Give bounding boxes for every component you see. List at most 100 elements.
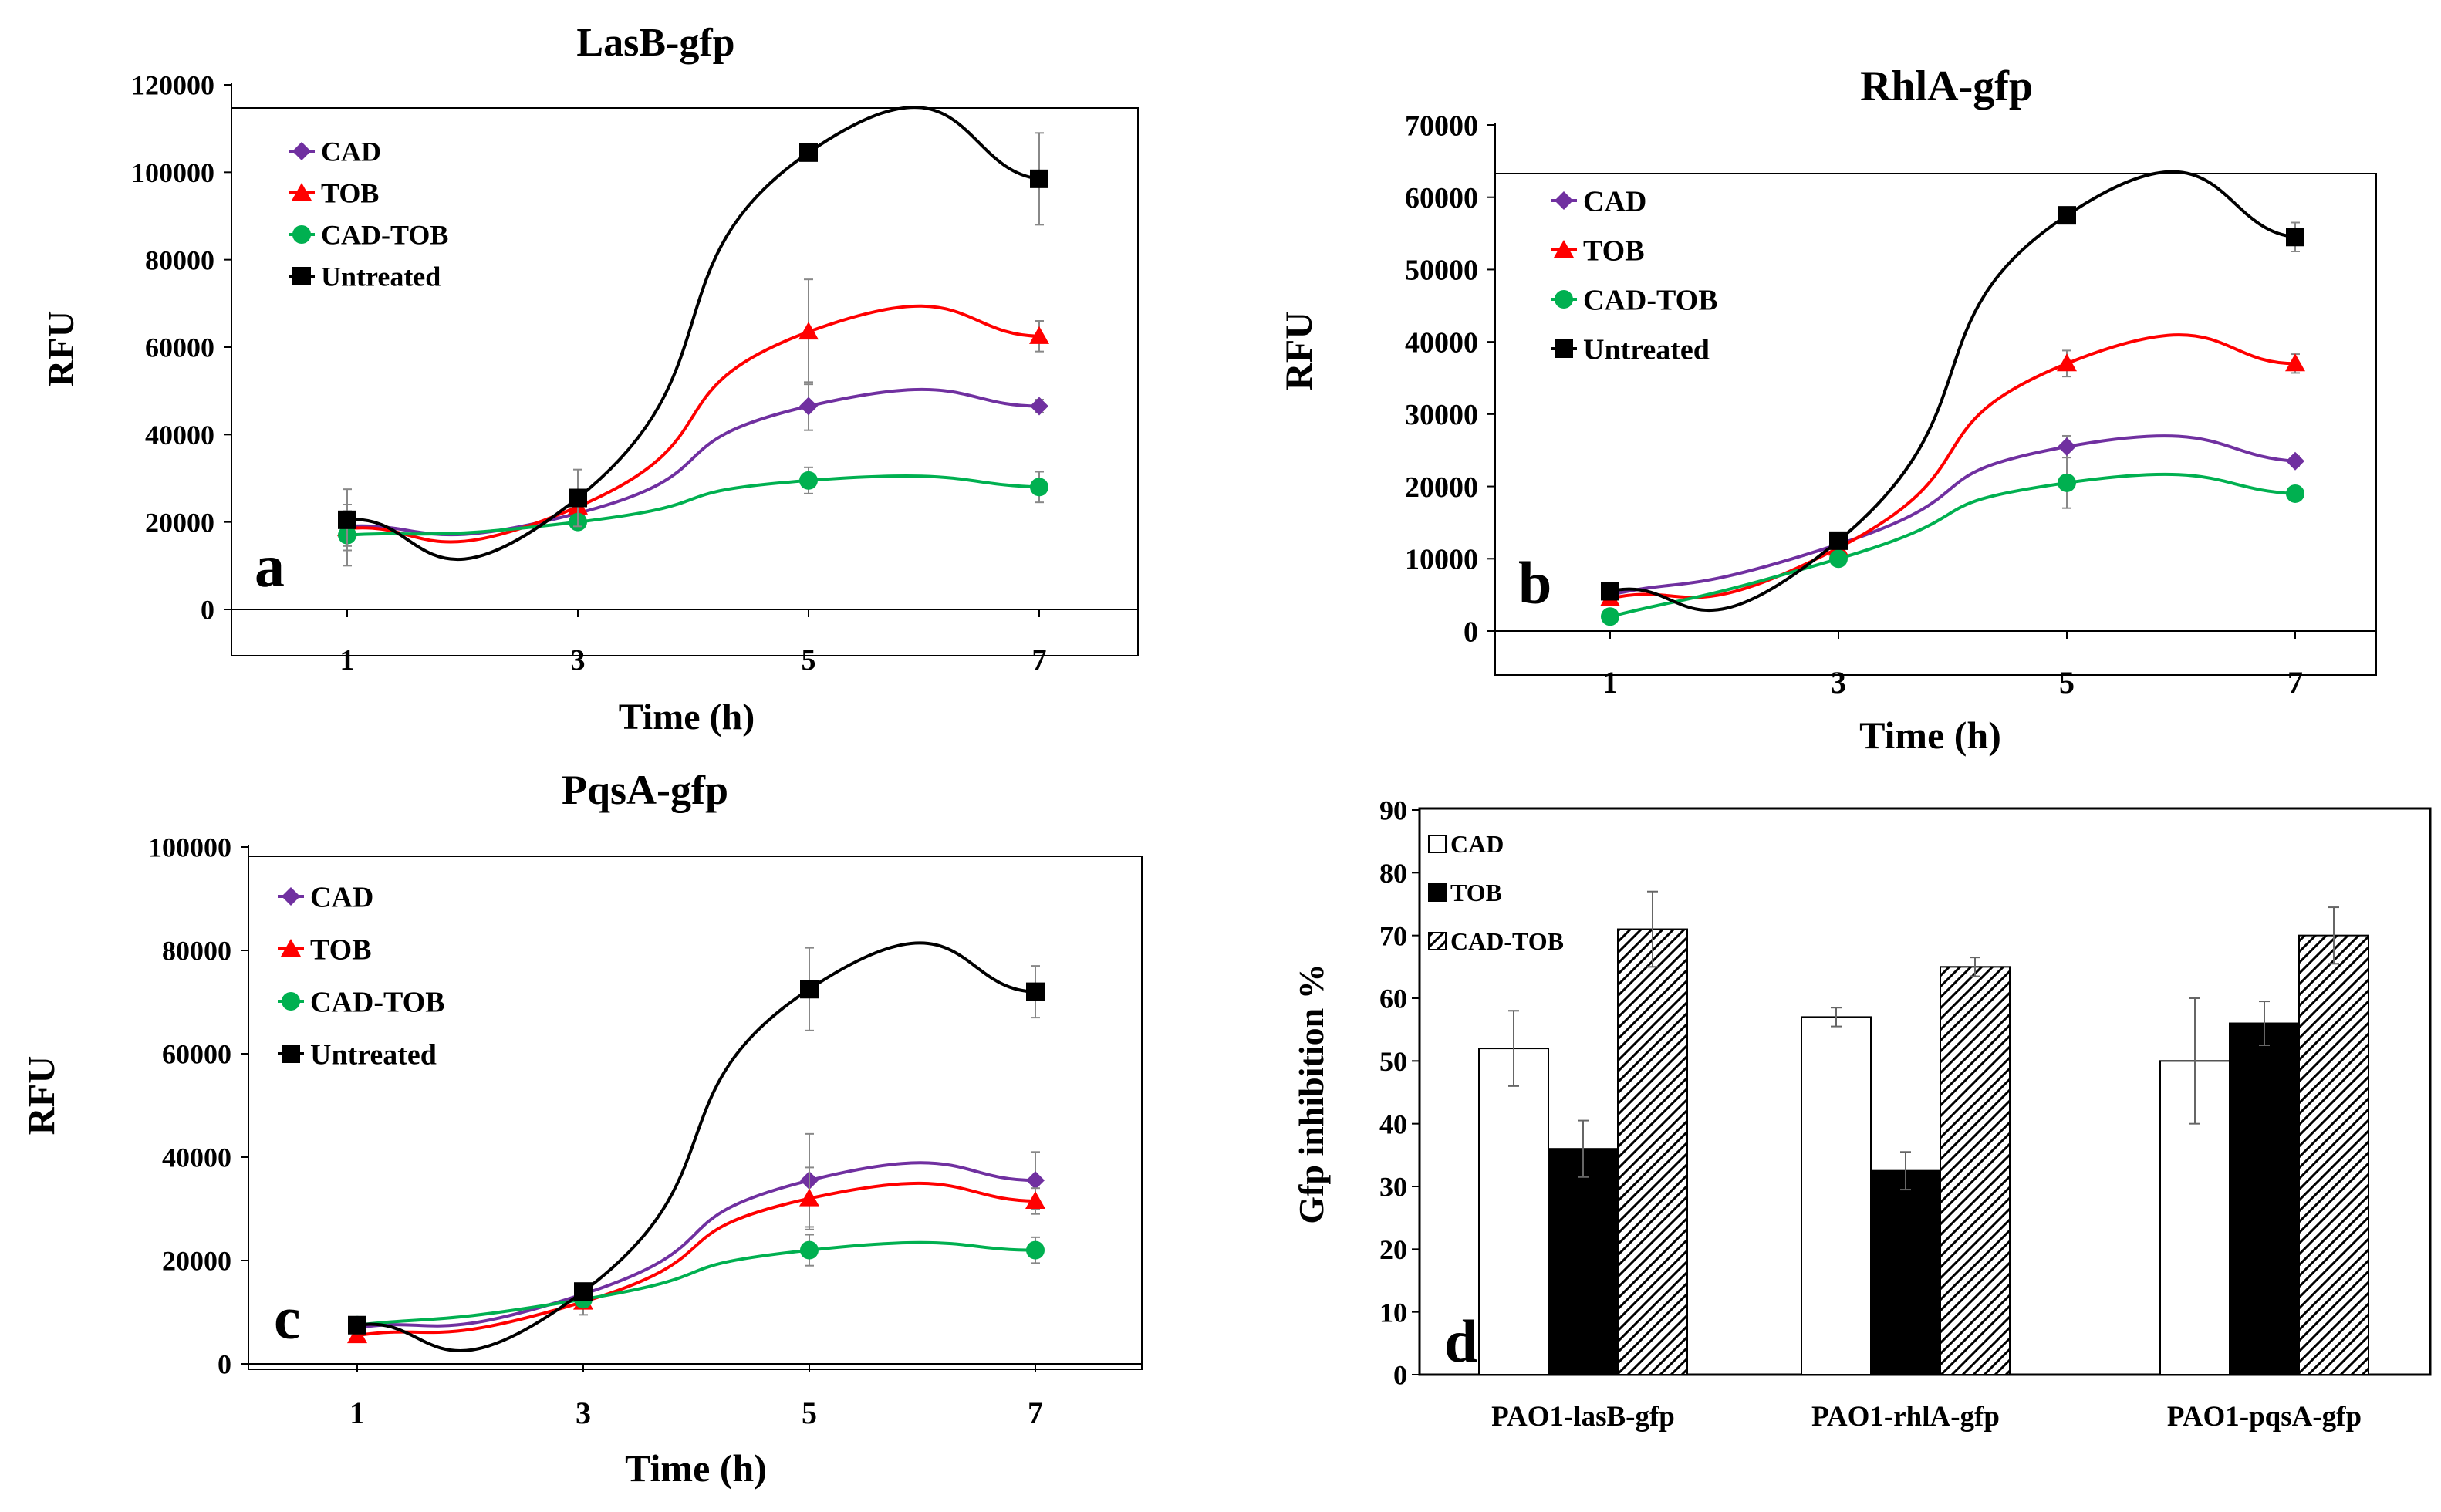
panel-a-y-tick-label: 60000 bbox=[145, 332, 214, 363]
panel-b-legend-tob-label: TOB bbox=[1583, 235, 1645, 267]
panel-d-legend-tob-swatch bbox=[1428, 883, 1447, 902]
panel-b-legend-cad-tob-label: CAD-TOB bbox=[1583, 284, 1718, 316]
panel-d-series-tob-bar bbox=[1870, 1169, 1941, 1375]
panel-b-y-tick-label: 10000 bbox=[1405, 544, 1478, 576]
panel-d-series-cad-tob-bar bbox=[1940, 966, 2011, 1376]
panel-b-x-tick-label: 3 bbox=[1831, 665, 1846, 700]
panel-a-x-tick-label: 5 bbox=[802, 644, 816, 677]
panel-c-series-tob-point bbox=[1025, 1190, 1045, 1209]
panel-c-series-cad-tob-point bbox=[800, 1240, 819, 1260]
panel-a-y-tick-label: 80000 bbox=[145, 245, 214, 275]
panel-a-y-tick-label: 0 bbox=[201, 595, 214, 626]
panel-c-series-untreated-point bbox=[800, 980, 819, 999]
panel-c-series-cad-tob-line bbox=[356, 1240, 1036, 1327]
panel-b-legend-tob-marker bbox=[1554, 240, 1574, 258]
panel-b-x-tick-label: 1 bbox=[1602, 665, 1618, 700]
panel-a-series-untreated-point bbox=[799, 143, 818, 162]
panel-d-category-label: PAO1-rhlA-gfp bbox=[1811, 1401, 2000, 1433]
panel-b-series-cad-tob-point bbox=[1601, 607, 1619, 626]
panel-a-y-tick-label: 20000 bbox=[145, 507, 214, 538]
panel-d-inhibition-chart: 0 10 20 30 40 50 60 70 80 90 PAO1-lasB-gfp PAO1-rhl… bbox=[1291, 795, 2432, 1433]
panel-d-y-tick-label: 10 bbox=[1379, 1297, 1407, 1328]
panel-a-series-cad-tob-line bbox=[346, 474, 1040, 537]
panel-d-y-tick-label: 90 bbox=[1379, 795, 1407, 826]
panel-b-y-tick-label: 70000 bbox=[1405, 110, 1478, 142]
panel-a-legend-cad-label: CAD bbox=[321, 137, 381, 167]
panel-c-series-cad-tob-point bbox=[1026, 1240, 1045, 1260]
panel-b-y-tick-label: 0 bbox=[1464, 616, 1478, 648]
panel-a-y-tick-label: 100000 bbox=[131, 157, 214, 188]
panel-c-y-axis-label: RFU bbox=[19, 1056, 62, 1136]
panel-b-y-tick-label: 60000 bbox=[1405, 182, 1478, 214]
panel-a-legend-tob-marker bbox=[292, 183, 312, 201]
panel-a-x-tick-label: 7 bbox=[1032, 644, 1047, 677]
panel-b-legend-untreated-label: Untreated bbox=[1583, 333, 1710, 366]
panel-d-series-cad-bar bbox=[1801, 1016, 1872, 1376]
panel-c-series-tob-point bbox=[799, 1188, 819, 1207]
panel-a-legend-cad-tob-label: CAD-TOB bbox=[321, 220, 448, 251]
panel-c-pqsa-chart: 0 20000 40000 60000 80000 100000 1 3 5 7 PqsA-gfp T… bbox=[19, 767, 1143, 1490]
panel-d-legend-tob-label: TOB bbox=[1450, 879, 1502, 906]
panel-c-legend-untreated-label: Untreated bbox=[310, 1038, 437, 1071]
panel-c-y-tick-label: 40000 bbox=[162, 1142, 231, 1173]
panel-c-panel-letter: c bbox=[274, 1284, 301, 1352]
panel-c-x-tick-label: 5 bbox=[802, 1396, 817, 1430]
panel-b-series-tob-line bbox=[1609, 333, 2296, 600]
panel-b-legend-cad-tob-marker bbox=[1555, 290, 1573, 309]
panel-c-x-tick-label: 3 bbox=[576, 1396, 591, 1430]
panel-a-series-tob-point bbox=[1029, 326, 1049, 344]
panel-d-y-tick-label: 40 bbox=[1379, 1109, 1407, 1139]
panel-c-series-tob-line bbox=[356, 1181, 1036, 1338]
panel-b-x-tick-label: 7 bbox=[2287, 665, 2303, 700]
panel-c-series-untreated-point bbox=[348, 1315, 366, 1335]
panel-b-series-untreated-point bbox=[1829, 531, 1848, 550]
panel-a-series-untreated-point bbox=[569, 488, 587, 508]
panel-d-y-tick-label: 0 bbox=[1393, 1360, 1407, 1391]
panel-b-series-untreated-point bbox=[1601, 582, 1619, 601]
panel-c-y-tick-label: 60000 bbox=[162, 1039, 231, 1070]
panel-c-title: PqsA-gfp bbox=[562, 767, 728, 813]
panel-a-legend-untreated-label: Untreated bbox=[321, 262, 441, 292]
panel-b-series-tob-point bbox=[2285, 353, 2305, 372]
panel-d-legend-cad-tob-label: CAD-TOB bbox=[1450, 927, 1564, 955]
panel-d-category-label: PAO1-lasB-gfp bbox=[1491, 1401, 1675, 1433]
panel-b-series-cad-point bbox=[2058, 437, 2076, 457]
panel-b-series-cad-point bbox=[2286, 451, 2304, 471]
panel-a-y-tick-label: 120000 bbox=[131, 70, 214, 101]
panel-b-legend-cad-label: CAD bbox=[1583, 185, 1646, 218]
panel-c-x-axis-label: Time (h) bbox=[625, 1446, 767, 1490]
panel-d-legend-cad-swatch bbox=[1428, 835, 1447, 853]
panel-b-series-untreated-point bbox=[2286, 228, 2304, 247]
panel-a-x-tick-label: 1 bbox=[340, 644, 355, 677]
panel-d-series-tob-bar bbox=[1548, 1148, 1619, 1375]
panel-b-series-untreated-line bbox=[1609, 170, 2296, 612]
panel-b-y-tick-label: 30000 bbox=[1405, 399, 1478, 431]
panel-a-series-untreated-point bbox=[1030, 169, 1048, 188]
panel-b-legend-cad-marker bbox=[1555, 191, 1573, 210]
panel-c-series-cad-line bbox=[356, 1161, 1036, 1330]
panel-b-series-cad-tob-point bbox=[2286, 484, 2304, 503]
panel-b-series-cad-tob-point bbox=[2058, 473, 2076, 492]
panel-d-y-tick-label: 50 bbox=[1379, 1046, 1407, 1077]
panel-c-x-tick-label: 7 bbox=[1028, 1396, 1043, 1430]
panel-b-y-tick-label: 20000 bbox=[1405, 471, 1478, 504]
panel-c-plot-area bbox=[248, 856, 1143, 1370]
panel-c-series-untreated-line bbox=[356, 941, 1036, 1353]
panel-d-legend-cad-tob-swatch bbox=[1428, 932, 1447, 950]
panel-c-legend-cad-marker bbox=[282, 887, 300, 906]
panel-b-title: RhlA-gfp bbox=[1860, 62, 2033, 110]
panel-a-x-tick-label: 3 bbox=[571, 644, 586, 677]
panel-a-series-tob-point bbox=[798, 322, 819, 340]
panel-b-y-tick-label: 50000 bbox=[1405, 255, 1478, 287]
panel-b-series-cad-tob-line bbox=[1609, 472, 2296, 619]
panel-d-y-tick-label: 60 bbox=[1379, 984, 1407, 1014]
panel-c-legend-tob-marker bbox=[281, 939, 301, 957]
panel-d-series-cad-tob-bar bbox=[2298, 934, 2369, 1375]
panel-b-panel-letter: b bbox=[1518, 549, 1551, 616]
panel-a-series-untreated-point bbox=[338, 510, 356, 529]
panel-d-category-label: PAO1-pqsA-gfp bbox=[2167, 1401, 2362, 1433]
panel-d-y-tick-label: 30 bbox=[1379, 1172, 1407, 1203]
panel-c-y-tick-label: 100000 bbox=[148, 832, 231, 863]
panel-d-series-cad-bar bbox=[1478, 1048, 1549, 1375]
panel-a-title: LasB-gfp bbox=[576, 21, 734, 65]
